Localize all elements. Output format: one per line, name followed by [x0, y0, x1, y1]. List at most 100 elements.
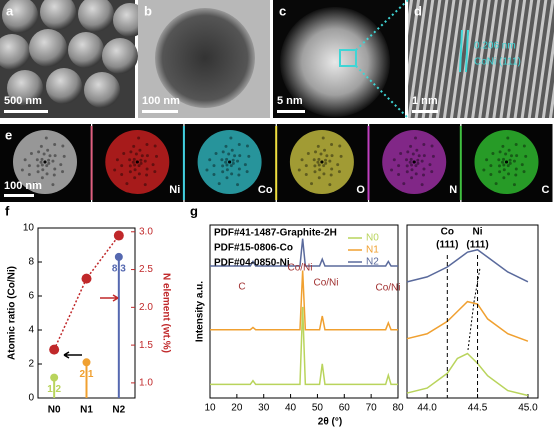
map-speck [228, 160, 232, 164]
map-speck [233, 154, 237, 158]
map-speck [33, 182, 37, 186]
x-tick-label: N1 [80, 405, 93, 416]
map-speck [125, 182, 129, 186]
map-speck [505, 160, 508, 164]
map-speck [314, 150, 318, 154]
x-tick-label: N2 [112, 405, 125, 416]
legend-label: N2 [366, 257, 379, 268]
reference-hkl: (111) [466, 240, 488, 251]
n-content-point [81, 273, 92, 284]
map-speck [145, 167, 149, 171]
map-speck [228, 160, 232, 164]
map-speck [221, 150, 225, 154]
map-speck [412, 160, 416, 164]
map-speck [422, 167, 426, 171]
map-speck [422, 154, 426, 158]
map-speck [122, 152, 126, 156]
map-speck [237, 142, 241, 146]
map-speck [411, 152, 415, 156]
map-speck [324, 161, 328, 165]
map-speck [412, 160, 416, 164]
map-speck [320, 160, 324, 164]
map-speck [39, 144, 43, 148]
y2-tick-label: 1.0 [139, 378, 153, 389]
map-speck [243, 163, 247, 167]
map-speck [320, 160, 324, 164]
hrtem-image [408, 0, 554, 118]
map-speck [514, 167, 518, 171]
map-speck [322, 164, 326, 168]
map-speck [230, 148, 234, 152]
y-tick-label: 2 [28, 359, 34, 370]
map-speck [512, 183, 516, 187]
map-speck [339, 154, 343, 158]
map-speck [489, 164, 493, 168]
y-tick-label: 10 [23, 223, 35, 234]
map-speck [320, 160, 324, 164]
map-speck [414, 172, 418, 176]
map-speck [507, 148, 511, 152]
map-speck [36, 170, 40, 174]
map-speck [494, 182, 498, 186]
map-speck [505, 160, 508, 164]
map-speck [137, 172, 141, 176]
map-speck [45, 172, 49, 176]
map-speck [506, 136, 510, 140]
map-speck [421, 173, 425, 177]
map-speck [43, 160, 47, 164]
y-tick-label: 8 [28, 257, 34, 268]
map-speck [330, 142, 334, 146]
y2-axis-label: N element (wt.%) [160, 273, 171, 353]
map-speck [390, 168, 394, 172]
map-speck [329, 173, 333, 177]
map-speck [414, 136, 418, 140]
annotation: Co/Ni [287, 263, 312, 274]
map-speck [135, 160, 139, 164]
map-speck [133, 176, 137, 180]
map-speck [231, 161, 235, 165]
map-speck [238, 154, 242, 158]
map-speck [482, 168, 486, 172]
x-tick-label: 45.0 [518, 403, 538, 414]
map-speck [316, 144, 320, 148]
map-speck [145, 173, 149, 177]
map-particle [105, 130, 170, 194]
x-tick-label: 30 [258, 403, 270, 414]
map-speck [128, 164, 132, 168]
map-speck [317, 176, 321, 180]
map-speck [520, 163, 524, 167]
map-speck [522, 170, 526, 174]
map-speck [330, 167, 334, 171]
map-speck [416, 161, 420, 165]
map-speck [431, 154, 435, 158]
map-speck [321, 136, 325, 140]
x-axis-label: 2θ (°) [318, 417, 342, 428]
reference-hkl: (111) [436, 240, 458, 251]
map-speck [320, 160, 324, 164]
map-speck [502, 163, 506, 167]
map-speck [53, 167, 57, 171]
tem-image [138, 0, 270, 118]
map-speck [316, 160, 320, 164]
map-label: N [449, 184, 457, 196]
map-speck [134, 152, 138, 156]
map-speck [212, 164, 216, 168]
panel-label: a [6, 3, 14, 18]
map-speck [231, 158, 235, 162]
plot-frame [209, 224, 399, 399]
spectrum [406, 300, 529, 342]
map-speck [397, 172, 401, 176]
map-speck [312, 158, 316, 162]
x-tick-label: 20 [231, 403, 243, 414]
map-speck [412, 160, 416, 164]
map-speck [225, 168, 229, 172]
map-speck [399, 152, 403, 156]
map-speck [405, 170, 409, 174]
map-speck [212, 172, 216, 176]
map-speck [139, 158, 143, 162]
x-tick-label: 10 [204, 403, 216, 414]
map-speck [143, 183, 147, 187]
map-speck [35, 158, 39, 162]
map-speck [221, 170, 225, 174]
